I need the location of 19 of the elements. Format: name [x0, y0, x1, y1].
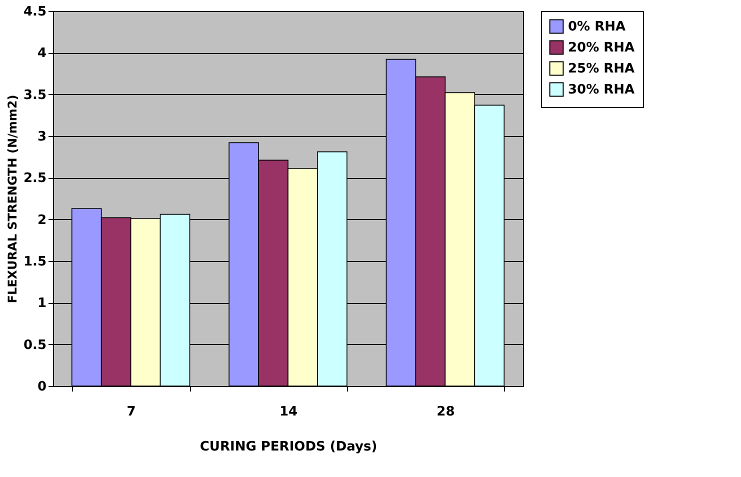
legend-label: 20% RHA: [568, 40, 635, 56]
y-axis-title: FLEXURAL STRENGTH (N/mm2): [5, 94, 20, 304]
y-tick-label: 1: [37, 296, 46, 312]
x-tick-label: 7: [126, 404, 136, 420]
x-tick-label: 14: [279, 404, 298, 420]
y-tick-label: 0.5: [23, 338, 46, 353]
y-tick-label: 4: [37, 46, 46, 62]
y-tick-label: 1.5: [23, 254, 46, 270]
y-tick-label: 2: [37, 212, 46, 228]
y-tick-label: 3: [37, 130, 46, 144]
legend-label: 30% RHA: [568, 82, 635, 98]
legend-label: 25% RHA: [568, 62, 635, 76]
x-tick-label: 28: [436, 404, 455, 420]
y-tick-label: 2.5: [23, 171, 46, 186]
y-tick-label: 0: [37, 380, 46, 394]
legend-label: 0% RHA: [568, 20, 626, 34]
y-tick-label: 3.5: [23, 88, 46, 103]
y-tick-label: 4.5: [23, 4, 46, 20]
x-axis-title: CURING PERIODS (Days): [200, 440, 378, 454]
